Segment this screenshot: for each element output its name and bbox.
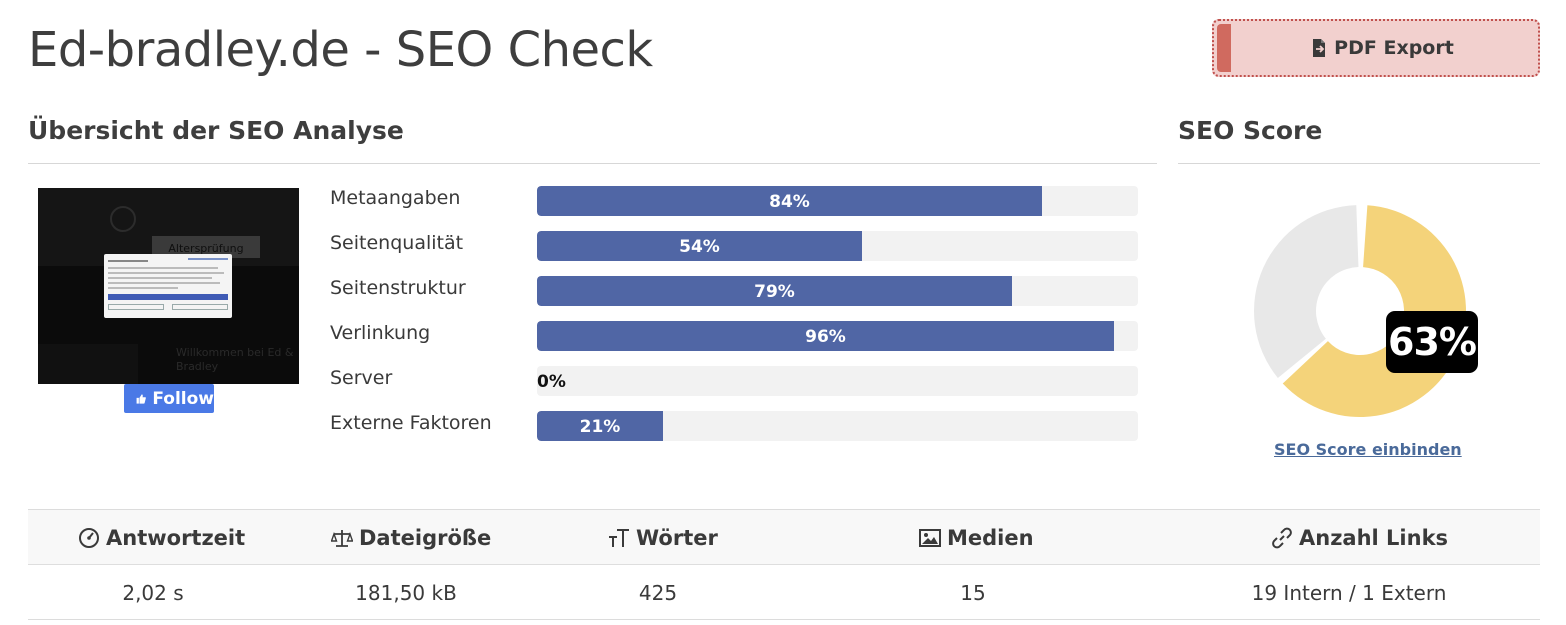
stats-table: Antwortzeit 2,02 s Dateigröße 181,50 kB … [28,509,1540,620]
stat-label: Anzahl Links [1299,526,1449,550]
metric-label: Server [330,367,393,389]
stat-header-words: Wörter [608,522,718,554]
image-icon [919,529,941,547]
stat-label: Wörter [636,526,718,550]
metric-percent: 54% [679,237,720,257]
stat-value-file-size: 181,50 kB [355,581,457,605]
text-height-icon [609,529,629,547]
website-screenshot: Altersprüfung Willkommen bei Ed & Bradle… [38,188,299,384]
metric-bar-track: 79% [537,276,1138,306]
stat-label: Medien [947,526,1034,550]
stat-header-media: Medien [919,522,1034,554]
metric-label: Verlinkung [330,322,431,344]
pdf-export-button[interactable]: PDF Export [1212,19,1540,77]
speedometer-icon [79,528,99,548]
metric-bar-fill [537,231,862,261]
seo-score-title: SEO Score [1178,116,1323,145]
pdf-export-label: PDF Export [1334,37,1454,59]
link-icon [1272,527,1292,549]
stat-value-words: 425 [638,581,678,605]
metric-percent: 84% [769,192,810,212]
pdf-export-accent [1217,24,1231,72]
scale-icon [331,530,353,547]
stat-header-response-time: Antwortzeit [78,522,245,554]
stat-value-response-time: 2,02 s [122,581,184,605]
stat-value-links: 19 Intern / 1 Extern [1251,581,1447,605]
metric-bar-fill [537,411,663,441]
metric-bar-track: 84% [537,186,1138,216]
follow-label: Follow [152,388,214,409]
metric-percent: 0% [537,372,566,392]
metric-bar-track: 21% [537,411,1138,441]
age-check-text: Altersprüfung [152,236,260,258]
metric-bar-fill [537,186,1042,216]
metric-bar-fill [537,321,1114,351]
metric-bar-track: 54% [537,231,1138,261]
metric-percent: 79% [754,282,795,302]
overview-title: Übersicht der SEO Analyse [28,116,404,145]
thumbs-up-icon [136,393,146,404]
pdf-export-inner[interactable]: PDF Export [1231,24,1535,72]
cookie-dialog-preview [104,254,232,318]
metric-bar-track: 96% [537,321,1138,351]
remaining-segment [1254,205,1359,378]
metric-label: Seitenstruktur [330,277,466,299]
overview-divider [28,163,1157,164]
metric-bar-track: 0% [537,366,1138,396]
facebook-follow-button[interactable]: Follow [124,384,214,413]
metric-label: Externe Faktoren [330,412,492,434]
stat-label: Antwortzeit [106,526,246,550]
stat-value-media: 15 [960,581,986,605]
welcome-text: Willkommen bei Ed & Bradley [176,346,294,373]
stat-header-links: Anzahl Links [1271,522,1448,554]
file-export-icon [1313,39,1326,57]
stat-label: Dateigröße [359,526,492,550]
metric-percent: 21% [579,417,621,437]
seo-score-value: 63% [1386,311,1478,373]
stat-header-file-size: Dateigröße [331,522,491,554]
metric-bar-fill [537,276,1012,306]
score-divider [1178,163,1540,164]
metric-percent: 96% [805,327,846,347]
page-title: Ed-bradley.de - SEO Check [28,22,653,78]
metric-label: Metaangaben [330,187,461,209]
seo-score-embed-link[interactable]: SEO Score einbinden [1274,440,1462,459]
metric-label: Seitenqualität [330,232,464,254]
